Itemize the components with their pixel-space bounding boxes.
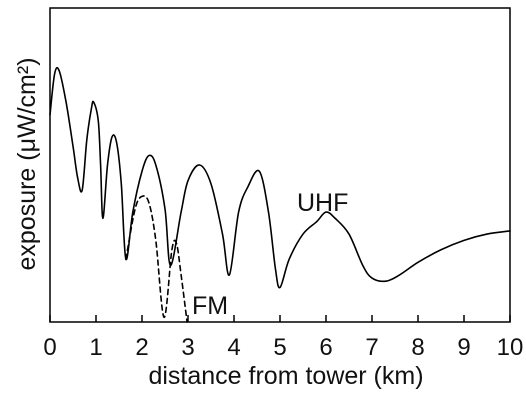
axes: 0 1 2 3 4 5 6 7 8 9 10	[43, 7, 524, 361]
series-label-uhf: UHF	[297, 189, 348, 217]
series-line-fm	[125, 195, 188, 323]
x-tick-label-1: 1	[89, 334, 102, 361]
x-tick-label-6: 6	[319, 334, 332, 361]
x-axis-label: distance from tower (km)	[148, 362, 423, 390]
labels: distance from tower (km) exposure (μW/cm…	[13, 57, 424, 390]
x-tick-label-5: 5	[273, 334, 286, 361]
x-tick-label-4: 4	[227, 334, 240, 361]
series-line-uhf	[49, 66, 511, 289]
series-layer	[49, 66, 511, 323]
x-tick-label-2: 2	[135, 334, 148, 361]
x-tick-label-3: 3	[181, 334, 194, 361]
x-tick-label-8: 8	[411, 334, 424, 361]
x-tick-label-0: 0	[43, 334, 56, 361]
x-tick-label-10: 10	[497, 334, 524, 361]
x-tick-label-9: 9	[457, 334, 470, 361]
y-axis-label: exposure (μW/cm²)	[13, 57, 41, 270]
series-label-fm: FM	[192, 292, 228, 320]
x-tick-label-7: 7	[365, 334, 378, 361]
